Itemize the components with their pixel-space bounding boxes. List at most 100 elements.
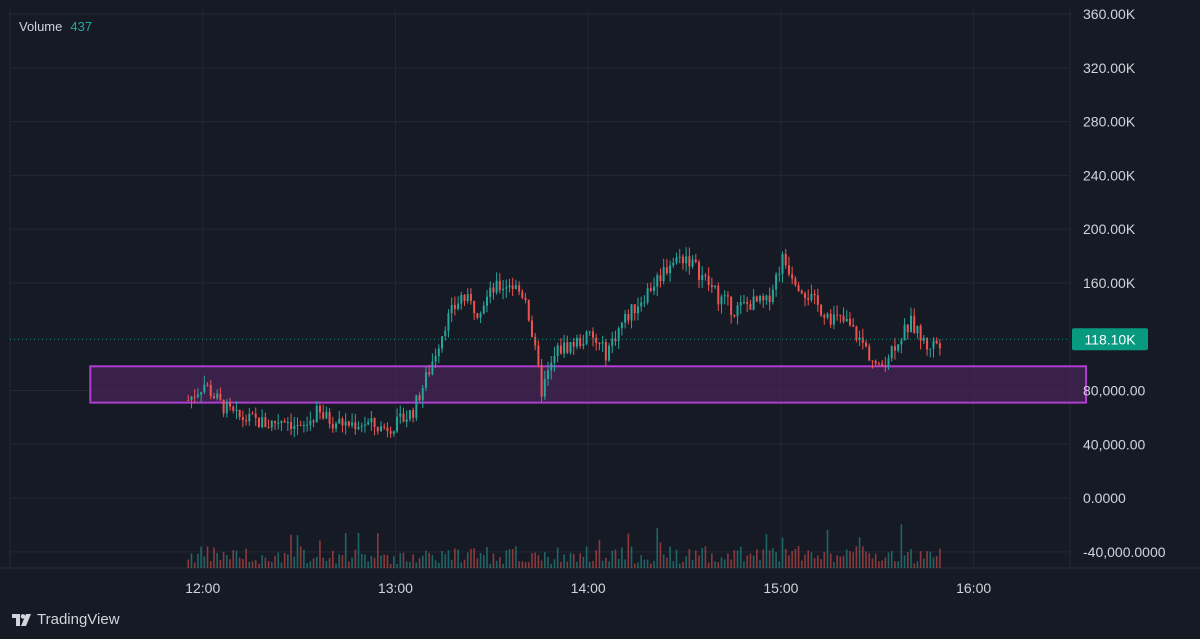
candle-body: [473, 300, 476, 314]
volume-bar: [473, 548, 475, 568]
candle-body: [813, 293, 816, 296]
candle-body: [267, 426, 270, 428]
candle-body: [865, 342, 868, 347]
volume-bar: [595, 550, 598, 568]
candle-body: [527, 300, 530, 321]
candle-body: [681, 256, 684, 264]
candle-body: [325, 411, 328, 419]
candle-body: [460, 294, 463, 304]
candle-body: [530, 320, 533, 337]
volume-bar: [630, 546, 633, 568]
volume-bar: [646, 559, 649, 568]
candle-body: [331, 423, 334, 429]
volume-bar: [303, 549, 305, 568]
x-tick-label: 15:00: [763, 580, 798, 596]
candle-body: [861, 337, 864, 343]
candle-body: [489, 287, 492, 297]
volume-bar: [200, 546, 202, 568]
volume-bar: [617, 558, 620, 568]
volume-bar: [820, 559, 822, 568]
candle-body: [845, 318, 848, 322]
volume-bar: [270, 562, 273, 568]
volume-bar: [919, 551, 922, 568]
volume-bar: [923, 558, 925, 568]
candle-body: [338, 418, 341, 424]
candle-body: [726, 295, 729, 297]
candle-body: [659, 275, 662, 282]
candle-body: [932, 340, 935, 349]
volume-bar: [527, 562, 530, 568]
candle-body: [662, 267, 665, 282]
volume-bar: [772, 548, 774, 568]
volume-bar: [935, 556, 938, 568]
candle-body: [553, 356, 556, 363]
candle-body: [694, 259, 697, 263]
candlestick-series: [187, 247, 941, 439]
candle-body: [383, 426, 386, 428]
volume-bar: [229, 559, 231, 568]
volume-bar: [572, 554, 575, 568]
volume-bar: [723, 559, 726, 568]
candle-body: [893, 346, 896, 351]
candle-body: [919, 325, 922, 341]
volume-bar: [560, 561, 562, 568]
volume-bar: [598, 539, 601, 568]
volume-bar: [569, 552, 572, 568]
volume-bar: [688, 549, 691, 568]
candle-body: [534, 336, 537, 346]
volume-bar: [743, 561, 745, 568]
candle-body: [315, 405, 318, 423]
candle-body: [229, 401, 232, 407]
volume-legend: Volume 437: [19, 19, 92, 34]
volume-bar: [675, 549, 678, 568]
highlight-zone: [89, 365, 1088, 404]
candle-body: [877, 363, 880, 365]
candle-body: [225, 401, 228, 414]
volume-bar: [267, 561, 270, 568]
volume-bar: [592, 560, 594, 568]
candle-body: [832, 314, 835, 325]
volume-bar: [582, 556, 585, 568]
volume-bar: [842, 555, 845, 568]
candle-body: [614, 338, 617, 342]
volume-bar: [544, 552, 546, 568]
candle-body: [672, 262, 675, 266]
candle-body: [441, 336, 444, 349]
volume-bar: [226, 555, 228, 568]
volume-bar: [354, 549, 357, 568]
volume-bar: [588, 561, 591, 568]
volume-bar: [605, 557, 607, 568]
y-tick-label: 320.00K: [1083, 60, 1136, 76]
volume-bar: [807, 550, 810, 568]
volume-bar: [556, 547, 559, 568]
volume-bar: [412, 554, 414, 568]
x-tick-label: 12:00: [185, 580, 220, 596]
candle-body: [357, 426, 360, 430]
volume-bar: [910, 548, 912, 568]
volume-bar: [463, 559, 466, 568]
candle-body: [363, 424, 366, 426]
volume-bar: [360, 553, 363, 568]
volume-bar: [833, 562, 835, 568]
candle-body: [749, 303, 752, 310]
candle-body: [209, 385, 212, 397]
candle-body: [617, 328, 620, 342]
volume-bar: [852, 552, 854, 568]
candle-body: [415, 395, 418, 418]
candle-body: [804, 293, 806, 299]
y-tick-label: -40,000.0000: [1083, 544, 1166, 560]
candle-body: [842, 315, 845, 322]
x-tick-label: 14:00: [571, 580, 606, 596]
volume-bar: [653, 560, 655, 568]
candle-body: [248, 413, 251, 422]
volume-bar: [817, 555, 819, 568]
volume-bar: [492, 553, 495, 568]
volume-bar: [656, 527, 659, 568]
volume-bar: [739, 546, 742, 568]
candle-body: [524, 297, 527, 301]
legend-label: Volume: [19, 19, 63, 34]
tradingview-brand[interactable]: TradingView: [12, 611, 120, 628]
volume-bar: [460, 562, 463, 568]
volume-bar: [357, 532, 360, 568]
